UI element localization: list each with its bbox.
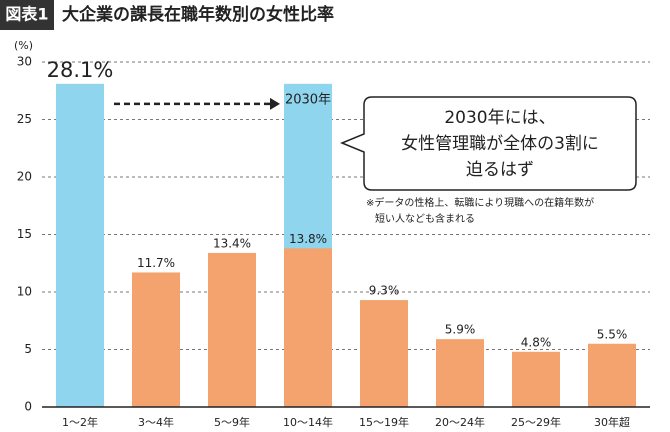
x-tick-label: 5～9年 [214, 415, 250, 429]
value-label: 5.9% [445, 323, 476, 337]
y-tick-label: 25 [17, 112, 32, 126]
value-label: 28.1% [47, 58, 114, 82]
y-tick-label: 30 [17, 55, 32, 69]
bar [56, 83, 104, 407]
x-tick-label: 15～19年 [359, 415, 409, 429]
callout-text: 女性管理職が全体の3割に [401, 134, 599, 154]
y-tick-label: 20 [17, 170, 32, 184]
arrow-head [270, 97, 280, 110]
bar [284, 248, 332, 407]
callout-box [340, 96, 637, 191]
title-badge: 図表1 [5, 5, 48, 24]
bar [208, 252, 256, 407]
value-label: 13.8% [289, 232, 327, 246]
bar [132, 272, 180, 407]
x-tick-label: 3～4年 [138, 415, 174, 429]
bar [588, 343, 636, 407]
x-tick-label: 25～29年 [511, 415, 561, 429]
x-tick-label: 1～2年 [62, 415, 98, 429]
chart-title: 大企業の課長在職年数別の女性比率 [62, 4, 334, 25]
value-label: 13.4% [213, 236, 251, 250]
x-tick-label: 10～14年 [283, 415, 333, 429]
bar [512, 351, 560, 407]
x-tick-label: 30年超 [594, 415, 630, 429]
callout-text: 迫るはず [466, 160, 534, 180]
bar [360, 300, 408, 407]
note: ※データの性格上、転職により現職への在籍年数が [366, 196, 594, 209]
y-tick-label: 15 [17, 227, 32, 241]
note: 短い人なども含まれる [375, 212, 475, 225]
value-label: 5.5% [597, 327, 628, 341]
y-axis-label: (%) [14, 39, 33, 52]
y-tick-label: 10 [17, 285, 32, 299]
bar [436, 339, 484, 407]
y-tick-label: 0 [24, 400, 32, 414]
y-tick-label: 5 [24, 342, 32, 356]
callout-text: 2030年には、 [444, 108, 555, 128]
title-badge-bg [0, 0, 54, 30]
value-label: 11.7% [137, 256, 175, 270]
projection-label: 2030年 [285, 92, 331, 107]
x-tick-label: 20～24年 [435, 415, 485, 429]
value-label: 9.3% [369, 284, 400, 298]
value-label: 4.8% [521, 335, 552, 349]
